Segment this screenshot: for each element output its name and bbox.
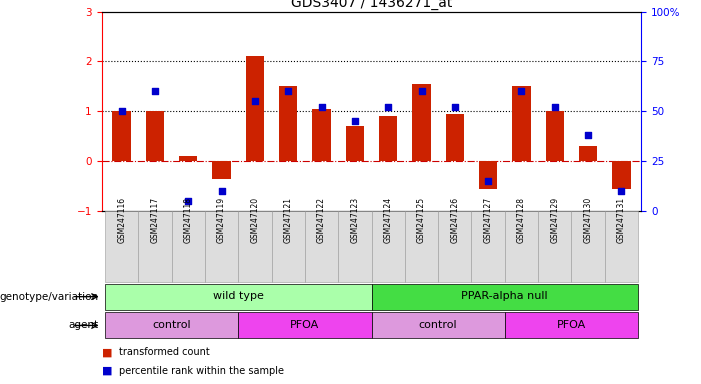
Bar xyxy=(605,211,638,282)
Bar xyxy=(346,126,364,161)
Bar xyxy=(105,211,138,282)
Bar xyxy=(146,111,164,161)
Bar xyxy=(105,313,238,338)
Text: GSM247130: GSM247130 xyxy=(584,197,592,243)
Bar xyxy=(372,313,505,338)
Point xyxy=(149,88,161,94)
Point xyxy=(183,198,194,204)
Text: agent: agent xyxy=(68,320,98,331)
Bar xyxy=(305,211,338,282)
Point xyxy=(583,132,594,138)
Bar xyxy=(412,84,430,161)
Bar xyxy=(338,211,372,282)
Bar xyxy=(479,161,497,189)
Text: GSM247124: GSM247124 xyxy=(383,197,393,243)
Bar xyxy=(538,211,571,282)
Bar xyxy=(579,146,597,161)
Bar xyxy=(246,56,264,161)
Bar xyxy=(505,313,638,338)
Bar xyxy=(372,284,638,310)
Bar xyxy=(238,313,372,338)
Point xyxy=(316,104,327,111)
Text: control: control xyxy=(419,320,458,330)
Text: GSM247126: GSM247126 xyxy=(450,197,459,243)
Text: GSM247121: GSM247121 xyxy=(284,197,293,243)
Point xyxy=(283,88,294,94)
Bar xyxy=(612,161,631,189)
Text: genotype/variation: genotype/variation xyxy=(0,291,98,302)
Bar xyxy=(279,86,297,161)
Text: GSM247116: GSM247116 xyxy=(117,197,126,243)
Bar xyxy=(405,211,438,282)
Point xyxy=(349,118,360,124)
Point xyxy=(250,98,261,104)
Bar xyxy=(446,114,464,161)
Title: GDS3407 / 1436271_at: GDS3407 / 1436271_at xyxy=(291,0,452,10)
Text: GSM247123: GSM247123 xyxy=(350,197,360,243)
Text: PPAR-alpha null: PPAR-alpha null xyxy=(461,291,548,301)
Text: GSM247129: GSM247129 xyxy=(550,197,559,243)
Point xyxy=(116,108,128,114)
Point xyxy=(615,188,627,194)
Bar xyxy=(105,284,372,310)
Bar xyxy=(438,211,472,282)
Text: transformed count: transformed count xyxy=(119,347,210,357)
Bar xyxy=(271,211,305,282)
Bar xyxy=(512,86,531,161)
Bar xyxy=(472,211,505,282)
Text: PFOA: PFOA xyxy=(557,320,586,330)
Text: GSM247120: GSM247120 xyxy=(250,197,259,243)
Text: GSM247119: GSM247119 xyxy=(217,197,226,243)
Bar xyxy=(112,111,131,161)
Bar xyxy=(205,211,238,282)
Bar xyxy=(212,161,231,179)
Bar xyxy=(545,111,564,161)
Point xyxy=(216,188,227,194)
Text: GSM247127: GSM247127 xyxy=(484,197,493,243)
Point xyxy=(516,88,527,94)
Bar xyxy=(571,211,605,282)
Bar xyxy=(379,116,397,161)
Text: percentile rank within the sample: percentile rank within the sample xyxy=(119,366,284,376)
Point xyxy=(449,104,461,111)
Text: ■: ■ xyxy=(102,366,112,376)
Text: GSM247131: GSM247131 xyxy=(617,197,626,243)
Text: GSM247125: GSM247125 xyxy=(417,197,426,243)
Text: wild type: wild type xyxy=(213,291,264,301)
Text: ■: ■ xyxy=(102,347,112,357)
Point xyxy=(549,104,560,111)
Point xyxy=(416,88,427,94)
Bar xyxy=(238,211,271,282)
Point xyxy=(383,104,394,111)
Text: GSM247128: GSM247128 xyxy=(517,197,526,243)
Text: GSM247122: GSM247122 xyxy=(317,197,326,243)
Text: GSM247117: GSM247117 xyxy=(151,197,159,243)
Text: GSM247118: GSM247118 xyxy=(184,197,193,243)
Bar xyxy=(372,211,405,282)
Bar xyxy=(179,156,198,161)
Bar xyxy=(505,211,538,282)
Text: control: control xyxy=(152,320,191,330)
Bar xyxy=(172,211,205,282)
Point xyxy=(482,178,494,184)
Bar xyxy=(313,109,331,161)
Text: PFOA: PFOA xyxy=(290,320,320,330)
Bar xyxy=(138,211,172,282)
